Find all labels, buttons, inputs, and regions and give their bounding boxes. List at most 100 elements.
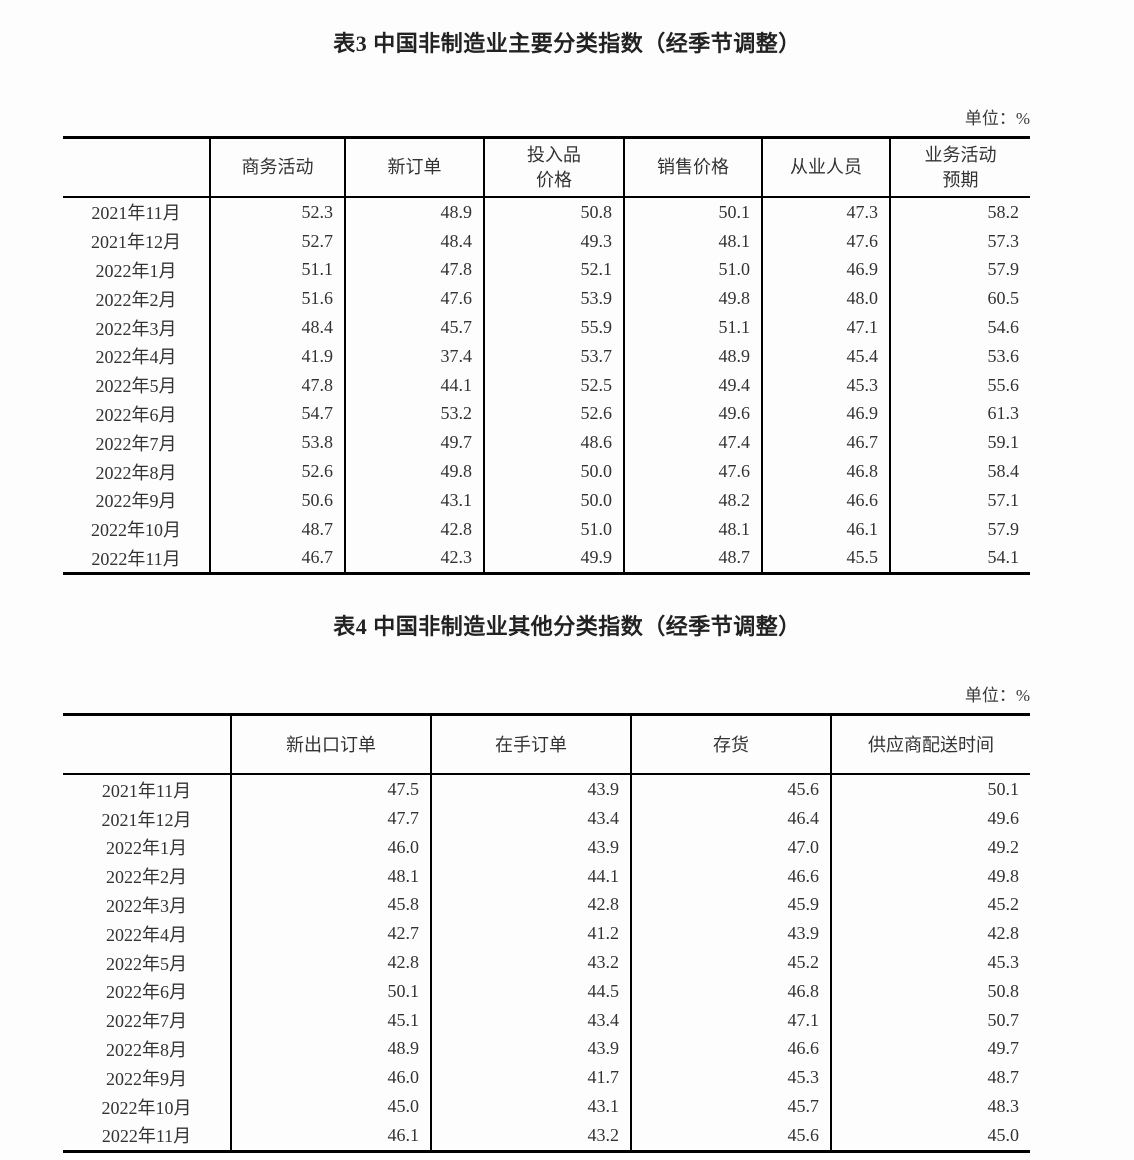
value-cell: 43.4	[430, 804, 631, 833]
value-cell: 44.1	[430, 861, 631, 891]
value-cell: 55.6	[889, 370, 1030, 400]
value-cell: 45.6	[630, 774, 831, 805]
value-cell: 50.0	[483, 485, 624, 515]
table-row: 2022年7月 53.8 49.7 48.6 47.4 46.7 59.1	[63, 428, 1030, 458]
value-cell: 46.9	[761, 399, 890, 429]
value-cell: 45.3	[630, 1063, 831, 1093]
value-cell: 43.9	[430, 832, 631, 862]
row-label-month: 2021年12月	[91, 232, 181, 253]
table-row: 2022年2月 48.1 44.1 46.6 49.8	[63, 861, 1030, 891]
table-row: 2021年11月 52.3 48.9 50.8 50.1 47.3 58.2	[63, 197, 1030, 227]
value-cell: 52.3	[209, 197, 345, 227]
value-cell: 42.7	[230, 919, 431, 949]
column-header: 销售价格	[623, 137, 762, 198]
value-cell: 49.9	[483, 543, 624, 574]
value-cell: 51.1	[209, 255, 345, 285]
header-row: 新出口订单 在手订单 存货 供应商配送时间	[63, 714, 1030, 776]
value-cell: 45.3	[830, 948, 1030, 977]
row-label-month: 2022年9月	[95, 491, 177, 512]
value-cell: 46.6	[630, 1034, 831, 1064]
table-row: 2022年3月 48.4 45.7 55.9 51.1 47.1 54.6	[63, 313, 1030, 342]
table4-title: 表4 中国非制造业其他分类指数（经季节调整）	[333, 614, 801, 640]
value-cell: 59.1	[889, 428, 1030, 458]
value-cell: 52.5	[483, 370, 624, 400]
value-cell: 42.3	[344, 543, 484, 574]
row-label-month: 2021年11月	[91, 203, 181, 224]
value-cell: 45.5	[761, 543, 890, 574]
row-label-month: 2022年4月	[95, 347, 177, 368]
value-cell: 48.9	[623, 341, 762, 371]
row-label-month: 2022年11月	[101, 1126, 192, 1147]
value-cell: 46.4	[630, 804, 831, 833]
row-label-month: 2022年8月	[106, 1039, 187, 1060]
value-cell: 43.2	[430, 1120, 631, 1152]
row-label-month: 2022年10月	[91, 520, 181, 541]
column-header: 商务活动	[209, 137, 345, 198]
value-cell: 49.6	[623, 399, 762, 429]
row-label-month: 2022年6月	[95, 404, 177, 425]
value-cell: 46.7	[761, 428, 890, 458]
value-cell: 50.0	[483, 457, 624, 486]
table-row: 2022年5月 47.8 44.1 52.5 49.4 45.3 55.6	[63, 370, 1030, 400]
value-cell: 50.1	[830, 774, 1030, 805]
table-row: 2022年6月 54.7 53.2 52.6 49.6 46.9 61.3	[63, 399, 1030, 429]
value-cell: 53.6	[889, 341, 1030, 371]
value-cell: 45.8	[230, 890, 431, 920]
value-cell: 42.8	[230, 948, 431, 977]
value-cell: 50.1	[230, 976, 431, 1006]
value-cell: 47.6	[344, 284, 484, 314]
corner-cell	[63, 714, 231, 776]
value-cell: 46.8	[761, 457, 890, 486]
value-cell: 45.2	[830, 890, 1030, 920]
row-label-month: 2022年1月	[106, 838, 187, 859]
value-cell: 53.7	[483, 341, 624, 371]
value-cell: 47.4	[623, 428, 762, 458]
value-cell: 57.3	[889, 226, 1030, 256]
value-cell: 48.4	[344, 226, 484, 256]
value-cell: 45.6	[630, 1120, 831, 1152]
table-row: 2022年11月 46.1 43.2 45.6 45.0	[63, 1120, 1030, 1152]
value-cell: 45.4	[761, 341, 890, 371]
value-cell: 48.0	[761, 284, 890, 314]
value-cell: 43.1	[430, 1092, 631, 1121]
value-cell: 48.7	[209, 514, 345, 544]
value-cell: 49.8	[830, 861, 1030, 891]
column-header: 投入品 价格	[483, 137, 624, 198]
value-cell: 43.9	[430, 1034, 631, 1064]
value-cell: 43.9	[430, 774, 631, 805]
value-cell: 51.0	[483, 514, 624, 544]
row-label-month: 2022年2月	[106, 867, 187, 888]
value-cell: 50.7	[830, 1005, 1030, 1035]
value-cell: 41.2	[430, 919, 631, 949]
value-cell: 53.8	[209, 428, 345, 458]
value-cell: 48.9	[344, 197, 484, 227]
value-cell: 46.9	[761, 255, 890, 285]
value-cell: 57.9	[889, 514, 1030, 544]
row-label-month: 2022年5月	[95, 376, 177, 397]
value-cell: 46.0	[230, 832, 431, 862]
row-label-month: 2022年11月	[91, 548, 181, 569]
value-cell: 48.1	[623, 514, 762, 544]
value-cell: 54.7	[209, 399, 345, 429]
value-cell: 47.1	[630, 1005, 831, 1035]
value-cell: 50.8	[483, 197, 624, 227]
value-cell: 57.1	[889, 485, 1030, 515]
value-cell: 45.7	[630, 1092, 831, 1121]
row-label-month: 2022年7月	[106, 1011, 187, 1032]
value-cell: 48.3	[830, 1092, 1030, 1121]
value-cell: 41.7	[430, 1063, 631, 1093]
value-cell: 49.7	[830, 1034, 1030, 1064]
value-cell: 57.9	[889, 255, 1030, 285]
value-cell: 45.7	[344, 313, 484, 342]
value-cell: 44.1	[344, 370, 484, 400]
row-label-month: 2022年10月	[101, 1097, 192, 1118]
table4-unit-label: 单位：%	[964, 686, 1030, 706]
value-cell: 49.2	[830, 832, 1030, 862]
value-cell: 44.5	[430, 976, 631, 1006]
value-cell: 43.4	[430, 1005, 631, 1035]
value-cell: 41.9	[209, 341, 345, 371]
value-cell: 48.4	[209, 313, 345, 342]
value-cell: 49.3	[483, 226, 624, 256]
value-cell: 50.1	[623, 197, 762, 227]
value-cell: 58.4	[889, 457, 1030, 486]
